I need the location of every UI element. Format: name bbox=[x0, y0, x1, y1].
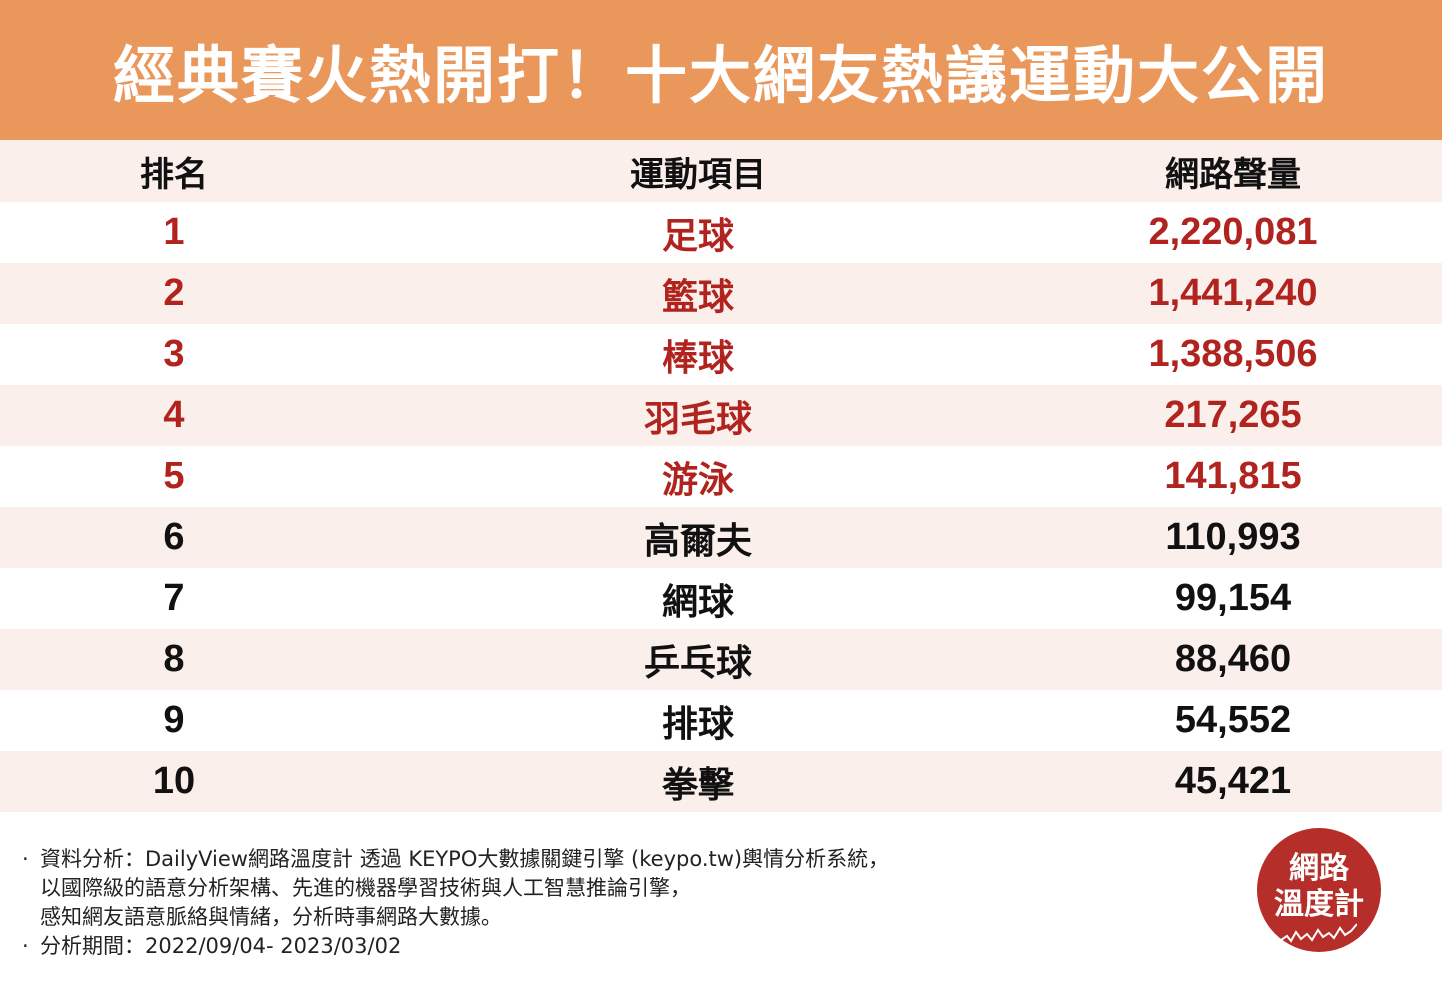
table-row: 2 籃球 1,441,240 bbox=[0, 263, 1442, 324]
table-row: 5 游泳 141,815 bbox=[0, 446, 1442, 507]
rank-cell: 9 bbox=[163, 699, 185, 741]
bullet-dot: · bbox=[22, 847, 29, 871]
title-banner: 經典賽火熱開打！十大網友熱議運動大公開 bbox=[0, 0, 1442, 140]
footnotes: · 資料分析：DailyView網路溫度計 透過 KEYPO大數據關鍵引擎 (k… bbox=[22, 845, 1172, 961]
volume-cell: 54,552 bbox=[1174, 699, 1292, 741]
volume-cell: 217,265 bbox=[1164, 394, 1302, 436]
analysis-period: 分析期間：2022/09/04- 2023/03/02 bbox=[40, 934, 402, 958]
table-row: 8 乒乓球 88,460 bbox=[0, 629, 1442, 690]
rank-cell: 2 bbox=[163, 272, 185, 314]
rank-cell: 3 bbox=[163, 333, 185, 375]
wave-icon bbox=[1281, 923, 1357, 943]
rank-cell: 4 bbox=[163, 394, 185, 436]
table-header-row: 排名 運動項目 網路聲量 bbox=[0, 140, 1442, 202]
table-row: 9 排球 54,552 bbox=[0, 690, 1442, 751]
volume-cell: 88,460 bbox=[1174, 638, 1292, 680]
volume-cell: 1,388,506 bbox=[1148, 333, 1318, 375]
source-line-1: 資料分析：DailyView網路溫度計 透過 KEYPO大數據關鍵引擎 (key… bbox=[40, 847, 890, 871]
ranking-table: 排名 運動項目 網路聲量 1 足球 2,220,081 2 籃球 1,441,2… bbox=[0, 140, 1442, 812]
source-line-2: 以國際級的語意分析架構、先進的機器學習技術與人工智慧推論引擎， bbox=[40, 876, 691, 900]
table-row: 4 羽毛球 217,265 bbox=[0, 385, 1442, 446]
header-sport: 運動項目 bbox=[630, 154, 766, 195]
volume-cell: 45,421 bbox=[1174, 760, 1292, 802]
header-rank: 排名 bbox=[140, 154, 208, 195]
header-volume: 網路聲量 bbox=[1165, 154, 1301, 195]
sport-cell: 高爾夫 bbox=[643, 520, 752, 562]
sport-cell: 足球 bbox=[661, 215, 734, 257]
sport-cell: 棒球 bbox=[661, 337, 734, 379]
rank-cell: 10 bbox=[152, 760, 196, 802]
sport-cell: 羽毛球 bbox=[643, 398, 752, 440]
source-line-3: 感知網友語意脈絡與情緒，分析時事網路大數據。 bbox=[40, 905, 502, 929]
bullet-dot: · bbox=[22, 934, 29, 958]
source-note: · 資料分析：DailyView網路溫度計 透過 KEYPO大數據關鍵引擎 (k… bbox=[22, 845, 1172, 874]
page-title: 經典賽火熱開打！十大網友熱議運動大公開 bbox=[112, 39, 1329, 112]
table-row: 1 足球 2,220,081 bbox=[0, 202, 1442, 263]
table-row: 6 高爾夫 110,993 bbox=[0, 507, 1442, 568]
rank-cell: 8 bbox=[163, 638, 185, 680]
table-row: 3 棒球 1,388,506 bbox=[0, 324, 1442, 385]
sport-cell: 乒乓球 bbox=[643, 642, 752, 684]
volume-cell: 1,441,240 bbox=[1148, 272, 1318, 314]
sport-cell: 拳擊 bbox=[661, 764, 734, 806]
rank-cell: 6 bbox=[163, 516, 185, 558]
rank-cell: 1 bbox=[163, 211, 185, 253]
volume-cell: 2,220,081 bbox=[1148, 211, 1318, 253]
sport-cell: 游泳 bbox=[661, 459, 734, 501]
logo-badge: 網路 溫度計 bbox=[1257, 828, 1381, 952]
table-row: 7 網球 99,154 bbox=[0, 568, 1442, 629]
rank-cell: 5 bbox=[163, 455, 185, 497]
period-note: · 分析期間：2022/09/04- 2023/03/02 bbox=[22, 932, 1172, 961]
rank-cell: 7 bbox=[163, 577, 185, 619]
logo-text-line1: 網路 bbox=[1289, 851, 1349, 886]
logo-text-line2: 溫度計 bbox=[1274, 887, 1364, 922]
volume-cell: 110,993 bbox=[1165, 516, 1301, 558]
sport-cell: 籃球 bbox=[661, 276, 734, 318]
sport-cell: 網球 bbox=[661, 581, 734, 623]
sport-cell: 排球 bbox=[661, 703, 734, 745]
volume-cell: 99,154 bbox=[1174, 577, 1292, 619]
volume-cell: 141,815 bbox=[1164, 455, 1302, 497]
table-row: 10 拳擊 45,421 bbox=[0, 751, 1442, 812]
